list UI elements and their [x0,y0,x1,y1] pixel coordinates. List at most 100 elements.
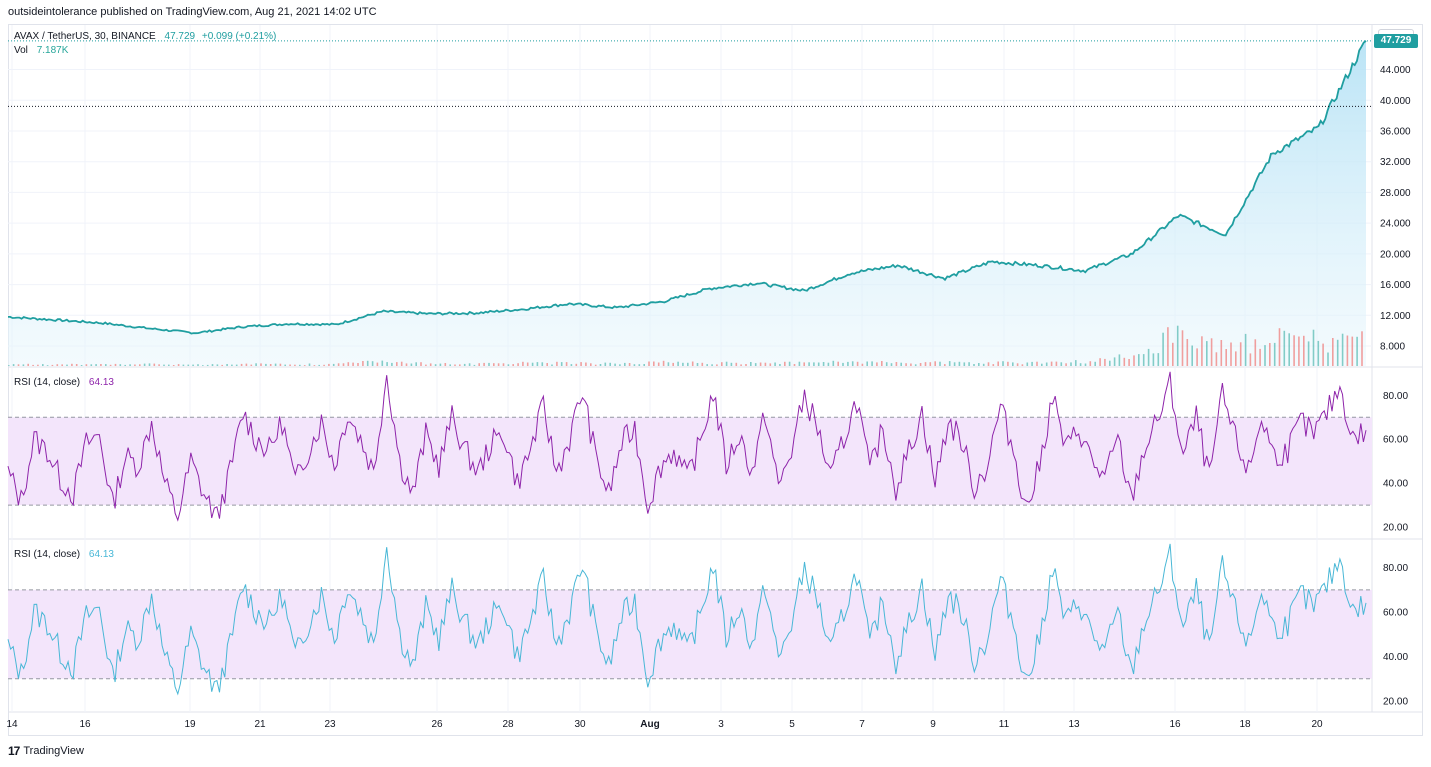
volume-bar [1147,348,1150,366]
rsi-line-2 [7,543,1367,696]
volume-bar [1113,357,1116,366]
volume-bar [299,364,301,366]
rsi-y-tick-label: 60.00 [1383,608,1408,619]
volume-bar [216,364,219,366]
volume-bar [643,364,645,366]
rsi-y-tick-label: 40.00 [1383,652,1408,663]
volume-bar [366,360,369,366]
tradingview-logo-icon[interactable]: 17 [8,744,20,758]
volume-bar [982,363,985,366]
volume-bar [565,362,568,366]
volume-bar [1278,328,1281,366]
volume-bar [677,361,679,366]
volume-bar [978,363,980,366]
volume-bar [735,362,738,366]
volume-bar [939,361,941,366]
rsi-line-1 [7,371,1367,522]
volume-bar [1201,336,1203,366]
volume-bar [46,365,49,366]
volume-bar [890,363,893,366]
volume-bar [968,362,970,366]
volume-bar [1235,351,1237,366]
volume-bar [1142,354,1145,366]
volume-bar [1031,361,1033,366]
volume-bar [1259,348,1261,366]
footer-brand[interactable]: TradingView [23,745,84,757]
volume-bar [919,363,922,366]
volume-bar [80,365,83,366]
rsi-2-legend: RSI (14, close) 64.13 [14,549,114,560]
volume-bar [730,362,733,366]
volume-bar [1055,361,1058,366]
chart-frame [8,24,1423,736]
volume-bar [1050,361,1053,366]
volume-bar [1264,345,1266,366]
volume-bar [37,364,39,366]
volume-bar [721,362,723,366]
volume-bar [575,363,578,366]
volume-bar [929,362,932,366]
volume-bar [866,361,868,366]
volume-bar [1307,341,1310,366]
volume-bar [1351,336,1354,366]
x-tick-label: 18 [1239,719,1251,730]
volume-bar [512,364,514,366]
volume-bar [1079,363,1082,366]
volume-bar [1099,358,1101,366]
x-tick-label: 16 [79,719,91,730]
y-tick-label: 12.000 [1380,311,1411,322]
volume-bar [803,362,805,366]
x-tick-label: 5 [789,719,795,730]
volume-bar [638,364,641,366]
volume-bar [987,362,990,366]
volume-bar [497,363,500,366]
volume-bar [1244,333,1247,366]
volume-bar [1254,339,1257,366]
volume-bar [124,364,126,366]
volume-bar [701,362,704,366]
volume-bar [206,364,209,366]
volume-bar [1273,342,1276,366]
y-tick-label: 8.000 [1380,342,1405,353]
volume-bar [415,362,417,366]
volume-bar [526,362,529,366]
volume-bar [667,362,670,366]
rsi-2-label[interactable]: RSI (14, close) [14,549,81,560]
volume-bar [832,360,835,366]
volume-bar [255,363,257,366]
volume-bar [143,363,146,366]
volume-bar [177,364,180,366]
volume-bar [1123,357,1126,366]
symbol-label[interactable]: AVAX / TetherUS, 30, BINANCE [14,31,156,42]
rsi-1-label[interactable]: RSI (14, close) [14,377,81,388]
rsi-y-tick-label: 20.00 [1383,696,1408,707]
volume-bar [750,362,752,366]
volume-bar [192,364,194,366]
volume-bar [881,361,883,366]
volume-bar [318,364,320,366]
x-tick-label: 20 [1311,719,1323,730]
volume-bar [1327,352,1329,366]
volume-bar [759,362,762,366]
volume-bar [231,364,233,366]
volume-bar [66,364,68,366]
volume-bar [51,364,54,366]
volume-bar [27,363,29,366]
volume-bar [381,360,384,366]
footer: 17 TradingView [8,744,84,758]
last-price-value: 47.729 [164,31,196,42]
volume-bar [323,364,325,366]
volume-bar [648,361,650,366]
volume-bar [1206,341,1208,366]
volume-bar [560,362,563,366]
volume-bar [129,364,131,366]
volume-bar [371,361,374,366]
volume-bar [905,363,907,366]
volume-bar [885,362,888,366]
volume-bar [473,364,476,366]
volume-bar [764,362,767,366]
volume-bar [459,364,461,366]
y-tick-label: 28.000 [1380,188,1411,199]
volume-bar [8,365,10,366]
